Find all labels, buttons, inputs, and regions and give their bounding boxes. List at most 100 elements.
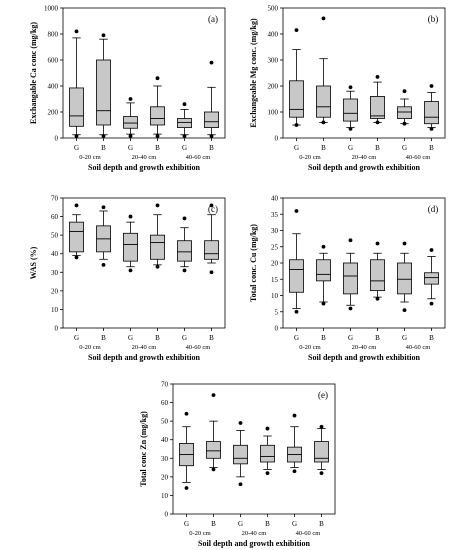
group-label: B bbox=[375, 334, 380, 342]
y-axis-label: Total conc Zn (mg/kg) bbox=[139, 411, 148, 487]
y-tick-label: 25 bbox=[271, 243, 279, 251]
box bbox=[150, 106, 165, 126]
group-label: B bbox=[101, 334, 106, 342]
outlier-point bbox=[209, 270, 214, 275]
box-plot-4 bbox=[150, 203, 165, 269]
outlier-point bbox=[182, 268, 187, 273]
box bbox=[370, 259, 385, 292]
outlier-point bbox=[375, 75, 380, 79]
box bbox=[370, 96, 385, 119]
box bbox=[316, 85, 331, 118]
outlier-point bbox=[101, 205, 106, 210]
y-tick-label: 1000 bbox=[44, 5, 59, 13]
group-label: B bbox=[429, 334, 434, 342]
y-tick-label: 50 bbox=[161, 418, 169, 426]
depth-label: 0-20 cm bbox=[79, 154, 100, 161]
outlier-point bbox=[265, 426, 270, 431]
box bbox=[123, 232, 138, 262]
depth-label: 20-40 cm bbox=[132, 344, 157, 351]
outlier-point bbox=[128, 214, 133, 219]
y-tick-label: 15 bbox=[271, 276, 279, 284]
box bbox=[177, 240, 192, 262]
outlier-point bbox=[128, 134, 133, 138]
box-plot-2 bbox=[316, 16, 331, 125]
box-plot-2 bbox=[96, 205, 111, 267]
group-label: G bbox=[348, 334, 353, 342]
plot-frame bbox=[282, 7, 446, 139]
outlier-point bbox=[348, 306, 353, 311]
depth-label: 20-40 cm bbox=[132, 154, 157, 161]
outlier-point bbox=[375, 120, 380, 125]
group-label: G bbox=[294, 334, 299, 342]
plot-frame bbox=[62, 197, 226, 329]
depth-label: 20-40 cm bbox=[352, 344, 377, 351]
group-label: G bbox=[402, 334, 407, 342]
outlier-point bbox=[294, 28, 299, 32]
depth-label: 0-20 cm bbox=[299, 344, 320, 351]
box-plot-1 bbox=[69, 29, 84, 138]
group-label: B bbox=[321, 334, 326, 342]
x-axis-label: Soil depth and growth exhibition bbox=[198, 539, 310, 548]
box-plot-3 bbox=[123, 97, 138, 138]
outlier-point bbox=[182, 216, 187, 221]
y-tick-label: 0 bbox=[165, 511, 169, 519]
box-plot-1 bbox=[179, 411, 194, 490]
y-tick-label: 30 bbox=[271, 227, 279, 235]
y-tick-label: 400 bbox=[48, 83, 59, 91]
y-tick-label: 800 bbox=[48, 31, 59, 39]
box bbox=[150, 234, 165, 260]
depth-label: 0-20 cm bbox=[299, 154, 320, 161]
outlier-point bbox=[211, 467, 216, 472]
outlier-point bbox=[184, 411, 189, 416]
box-plot-5 bbox=[287, 413, 302, 474]
box bbox=[69, 221, 84, 253]
box-plot-3 bbox=[343, 238, 358, 311]
box-plot-6 bbox=[424, 84, 439, 131]
group-label: G bbox=[182, 144, 187, 152]
y-tick-label: 100 bbox=[268, 109, 279, 117]
group-label: G bbox=[74, 144, 79, 152]
box-plot-3 bbox=[343, 85, 358, 131]
outlier-point bbox=[375, 296, 380, 301]
outlier-point bbox=[294, 123, 299, 127]
group-label: G bbox=[238, 520, 243, 528]
chart-panel-d: 0 5 10 15 20 25 30 35 40 Total conc. Cu (mg/kg) (d… bbox=[249, 195, 446, 362]
outlier-point bbox=[402, 121, 407, 126]
y-tick-label: 600 bbox=[48, 57, 59, 65]
outlier-point bbox=[74, 203, 79, 208]
group-label: G bbox=[182, 334, 187, 342]
y-tick-label: 5 bbox=[275, 308, 279, 316]
depth-label: 0-20 cm bbox=[189, 530, 210, 537]
outlier-point bbox=[182, 102, 187, 107]
depth-label: 40-60 cm bbox=[406, 154, 431, 161]
y-axis-label: Exchangable Ca conc (mg/kg) bbox=[29, 22, 38, 124]
box bbox=[289, 259, 304, 293]
group-label: G bbox=[294, 144, 299, 152]
outlier-point bbox=[321, 120, 326, 125]
y-axis-label: Total conc. Cu (mg/kg) bbox=[249, 224, 258, 302]
outlier-point bbox=[74, 255, 79, 260]
outlier-point bbox=[348, 126, 353, 131]
plot-frame bbox=[62, 7, 226, 139]
panel-label: (b) bbox=[428, 14, 439, 24]
group-label: B bbox=[209, 334, 214, 342]
outlier-point bbox=[155, 134, 160, 138]
group-label: B bbox=[265, 520, 270, 528]
chart-panel-a: 0 200 400 600 800 1000 Exchangable Ca conc (mg… bbox=[29, 5, 226, 172]
box-plot-2 bbox=[96, 33, 111, 138]
box bbox=[397, 262, 412, 295]
outlier-point bbox=[321, 301, 326, 306]
depth-label: 20-40 cm bbox=[242, 530, 267, 537]
box bbox=[233, 444, 248, 465]
group-label: G bbox=[74, 334, 79, 342]
group-label: B bbox=[155, 144, 160, 152]
group-label: G bbox=[128, 144, 133, 152]
box bbox=[123, 116, 138, 129]
outlier-point bbox=[402, 241, 407, 246]
box-plot-6 bbox=[204, 203, 219, 275]
y-tick-label: 20 bbox=[51, 287, 59, 295]
outlier-point bbox=[128, 97, 133, 101]
x-axis-label: Soil depth and growth exhibition bbox=[88, 163, 200, 172]
